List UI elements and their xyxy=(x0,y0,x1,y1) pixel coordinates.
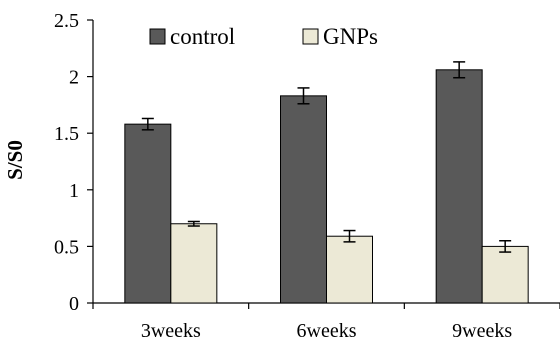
legend: control GNPs xyxy=(149,24,378,49)
y-tick-label: 1.5 xyxy=(54,123,79,145)
y-tick-label: 0 xyxy=(69,293,79,315)
x-tick-label: 3weeks xyxy=(141,320,201,342)
legend-swatch-control xyxy=(149,28,166,45)
error-bars xyxy=(141,61,512,253)
y-tick-label: 0.5 xyxy=(54,236,79,258)
bar-gnps-3weeks xyxy=(170,223,218,304)
x-tick-label: 9weeks xyxy=(452,320,512,342)
bars xyxy=(124,69,529,304)
bar-gnps-9weeks xyxy=(481,245,529,304)
legend-swatch-gnps xyxy=(302,28,319,45)
tick-labels: 0 0.5 1 1.5 2 2.5 3weeks 6weeks 9weeks xyxy=(54,10,512,342)
y-tick-label: 2.5 xyxy=(54,10,79,32)
legend-label-gnps: GNPs xyxy=(323,24,378,49)
x-tick-label: 6weeks xyxy=(297,320,357,342)
legend-label-control: control xyxy=(170,24,235,49)
y-axis-label: S/S0 xyxy=(3,140,27,180)
bar-control-9weeks xyxy=(435,69,483,304)
y-tick-label: 2 xyxy=(69,67,79,89)
bar-control-6weeks xyxy=(280,95,327,304)
bar-gnps-6weeks xyxy=(326,235,373,304)
bar-control-3weeks xyxy=(124,123,172,304)
y-tick-label: 1 xyxy=(69,180,79,202)
